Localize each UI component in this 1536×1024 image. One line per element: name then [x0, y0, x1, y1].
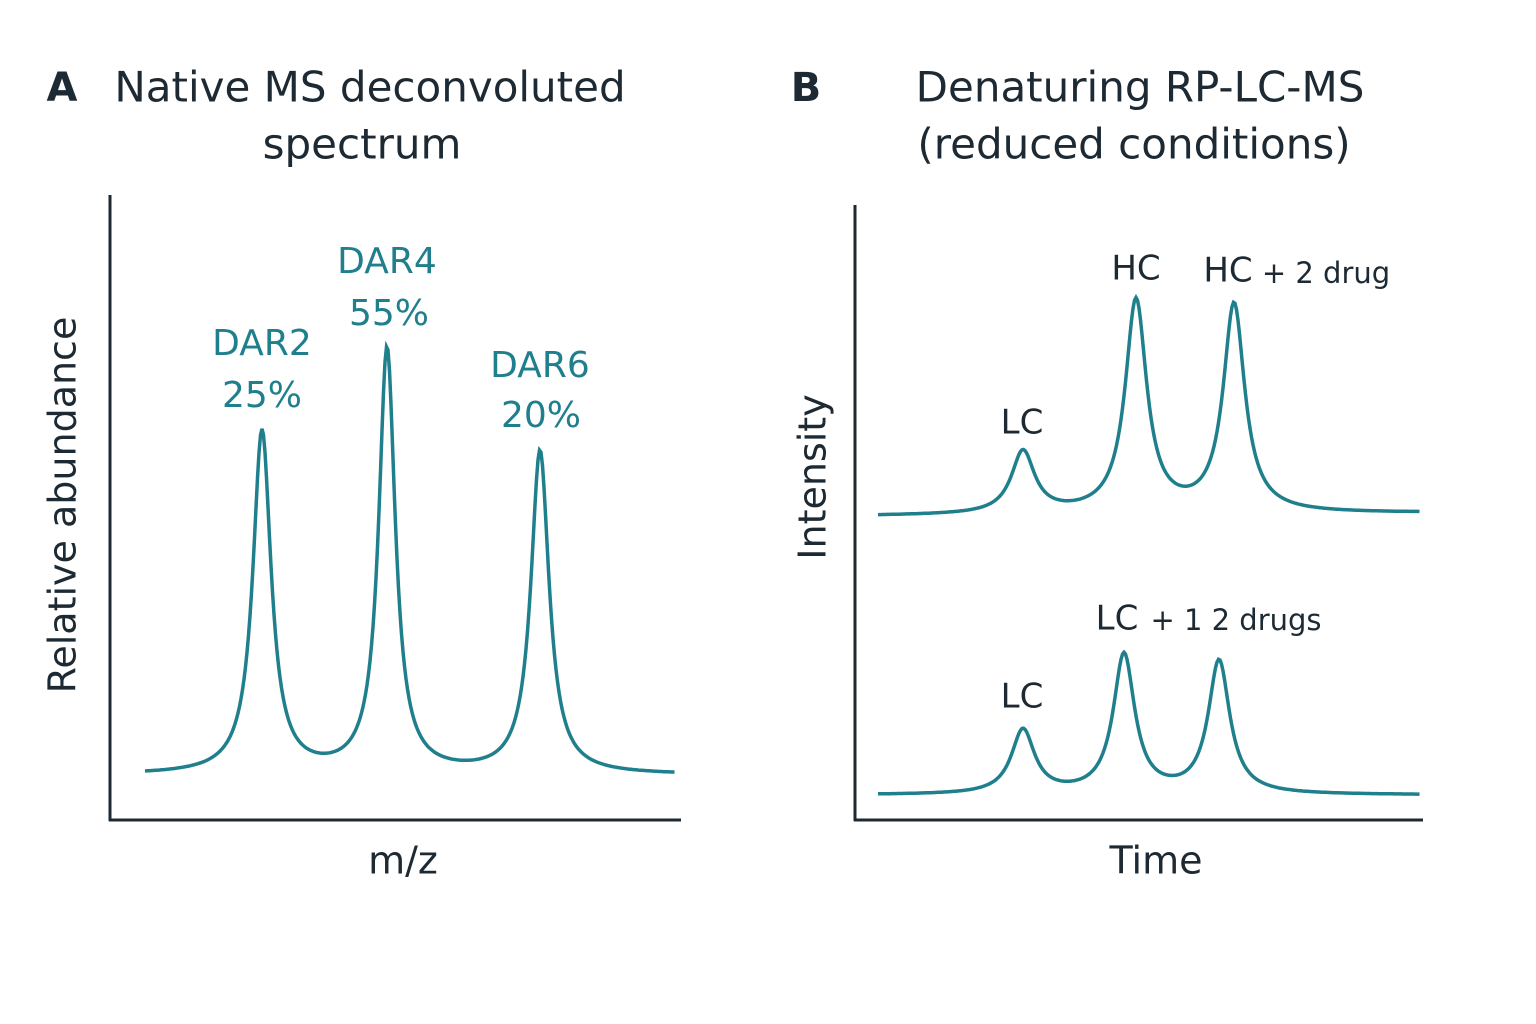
chromatogram-trace: [878, 293, 1420, 517]
panel-title: Native MS deconvoluted: [114, 63, 625, 112]
panel-letter: B: [791, 65, 822, 111]
peak-label: HC: [1203, 251, 1252, 291]
x-axis-label: m/z: [368, 839, 438, 883]
y-axis-label: Intensity: [791, 394, 835, 559]
spectrum-curve: [144, 340, 675, 774]
y-axis-label: Relative abundance: [41, 317, 85, 694]
peak-label: HC: [1111, 249, 1160, 289]
peak-annotation: + 2 drug: [1262, 256, 1390, 290]
peak-label: DAR2: [212, 323, 312, 364]
panel-title: Denaturing RP-LC-MS: [916, 63, 1365, 112]
peak-label: LC: [1001, 677, 1044, 717]
peak-percent: 55%: [349, 293, 429, 334]
chromatogram-trace: [878, 649, 1420, 796]
panel-title: spectrum: [263, 120, 462, 169]
peak-percent: 20%: [501, 395, 581, 436]
peak-label: LC: [1096, 599, 1139, 639]
peak-label: DAR6: [490, 345, 590, 386]
peak-percent: 25%: [222, 375, 302, 416]
peak-label: DAR4: [337, 241, 437, 282]
panel-title: (reduced conditions): [917, 120, 1350, 169]
x-axis-label: Time: [1109, 839, 1203, 883]
peak-annotation: + 1 2 drugs: [1150, 603, 1321, 637]
peak-label: LC: [1001, 403, 1044, 443]
panel-letter: A: [47, 65, 78, 111]
